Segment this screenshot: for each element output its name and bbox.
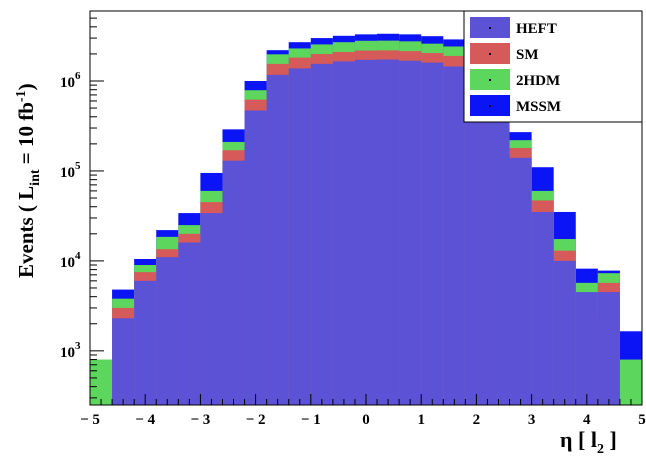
bar-heft-8 xyxy=(266,74,289,405)
bar-heft-17 xyxy=(465,72,488,405)
legend-marker xyxy=(489,79,491,81)
bar-heft-1 xyxy=(112,318,135,405)
legend-marker xyxy=(489,105,491,107)
bar-heft-20 xyxy=(531,211,554,405)
bar-heft-13 xyxy=(377,59,400,405)
bar-heft-6 xyxy=(222,160,245,405)
y-tick-label: 105 xyxy=(60,160,81,181)
bar-heft-9 xyxy=(288,68,311,405)
y-axis-ticks: 103 104 105 106 xyxy=(60,10,104,399)
legend-marker xyxy=(489,27,491,29)
legend-label-2hdm: 2HDM xyxy=(516,73,560,89)
bar-heft-18 xyxy=(487,97,510,405)
bar-heft-22 xyxy=(575,292,598,405)
bar-heft-14 xyxy=(399,60,422,405)
x-tick-label: − 3 xyxy=(190,412,210,428)
x-tick-label: 2 xyxy=(473,412,481,428)
x-tick-label: − 2 xyxy=(246,412,266,428)
bar-heft-21 xyxy=(553,260,576,405)
x-tick-label: − 1 xyxy=(301,412,321,428)
y-tick-label: 103 xyxy=(60,340,81,361)
x-tick-label: 4 xyxy=(583,412,591,428)
legend-label-sm: SM xyxy=(516,47,539,63)
bar-heft-3 xyxy=(156,257,179,405)
bar-heft-16 xyxy=(443,66,466,406)
bar-heft-11 xyxy=(332,61,355,406)
legend-label-heft: HEFT xyxy=(516,21,557,37)
x-tick-label: − 4 xyxy=(135,412,155,428)
bar-heft-7 xyxy=(244,110,267,405)
y-axis-title: Events ( Lint = 10 fb-1) xyxy=(14,83,43,278)
bar-heft-4 xyxy=(178,242,201,405)
bar-heft-15 xyxy=(421,62,444,405)
bar-2hdm-24 xyxy=(619,359,642,405)
x-tick-label: 1 xyxy=(417,412,425,428)
bar-heft-2 xyxy=(134,280,157,405)
x-tick-label: 3 xyxy=(528,412,536,428)
y-tick-label: 106 xyxy=(60,70,81,91)
legend-label-mssm: MSSM xyxy=(516,99,561,115)
bar-heft-23 xyxy=(597,292,620,405)
legend: HEFT SM 2HDM MSSM xyxy=(463,10,643,123)
x-tick-label: − 5 xyxy=(80,412,100,428)
bar-heft-12 xyxy=(354,59,378,405)
x-tick-label: 5 xyxy=(638,412,646,428)
histogram-bars xyxy=(90,33,642,406)
bar-heft-5 xyxy=(200,213,223,405)
legend-marker xyxy=(489,53,491,55)
bar-heft-19 xyxy=(509,157,532,405)
x-axis-ticks: − 5 − 4 − 3 − 2 − 1 0 1 2 3 4 5 xyxy=(80,394,646,428)
x-axis-title: η [ l2 ] xyxy=(560,427,617,457)
x-tick-label: 0 xyxy=(362,412,370,428)
bar-heft-10 xyxy=(310,63,333,406)
y-tick-label: 104 xyxy=(60,250,81,271)
